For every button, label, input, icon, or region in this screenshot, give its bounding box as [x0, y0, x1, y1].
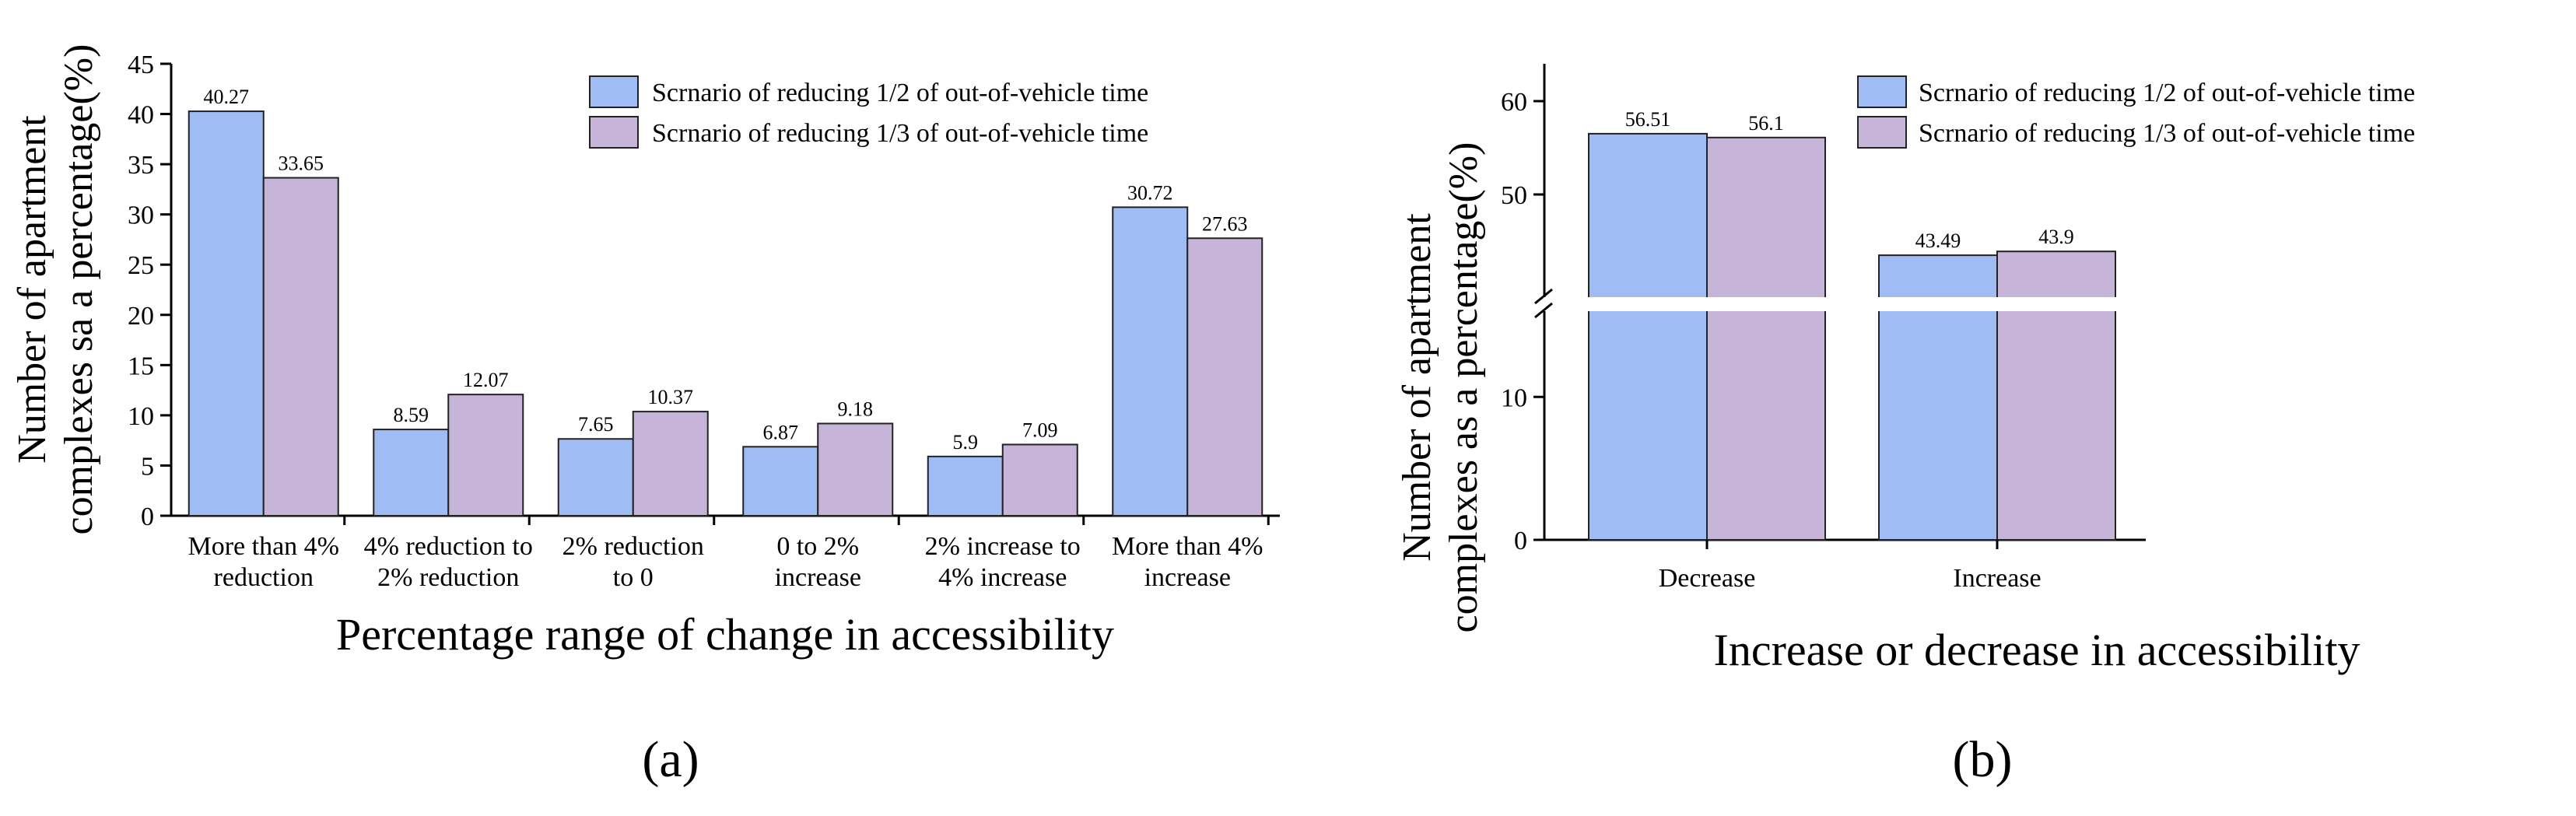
chart-a-bar-s1-c2 — [373, 429, 450, 517]
axis-break-marks — [1534, 288, 1553, 319]
chart-a-ytick-label: 5 — [141, 452, 154, 481]
chart-a-category-label: 4% increase — [938, 563, 1067, 592]
chart-a-bar-s2-c3 — [632, 411, 709, 517]
chart-b-ytick-label: 0 — [1514, 527, 1527, 555]
chart-a-category-label: increase — [1144, 563, 1231, 592]
chart-a-bar-s2-c5 — [1001, 443, 1078, 517]
chart-b-value-label: 56.1 — [1748, 112, 1784, 135]
chart-b-category-label: Increase — [1953, 564, 2041, 593]
chart-a-bar-s1-c6 — [1112, 206, 1189, 517]
chart-a-bar-s2-c4 — [817, 422, 894, 517]
chart-a-ytick-label: 35 — [128, 151, 154, 180]
chart-b-legend-label-2: Scrnario of reducing 1/3 of out-of-vehic… — [1919, 119, 2415, 148]
chart-a-value-label: 9.18 — [838, 397, 874, 420]
chart-a-category-label: 0 to 2% — [776, 532, 859, 561]
chart-b-legend: Scrnario of reducing 1/2 of out-of-vehic… — [1857, 75, 2415, 149]
chart-a-legend-swatch-1 — [589, 75, 639, 108]
chart-a-category-label: More than 4% — [188, 532, 339, 561]
chart-a-value-label: 10.37 — [648, 386, 694, 408]
chart-a-ytick-label: 45 — [128, 51, 154, 79]
panel-label-b: (b) — [1953, 731, 2013, 788]
chart-a-category-label: 2% reduction — [563, 532, 704, 561]
chart-a-ytick-label: 30 — [128, 201, 154, 230]
chart-b-value-label: 43.9 — [2038, 226, 2074, 248]
chart-a-category-label: reduction — [214, 563, 314, 592]
chart-b-legend-swatch-1 — [1857, 75, 1907, 108]
chart-a-bar-s2-c1 — [262, 177, 339, 517]
chart-a-legend-label-2: Scrnario of reducing 1/3 of out-of-vehic… — [652, 119, 1148, 148]
chart-a-bar-s1-c3 — [557, 438, 634, 517]
chart-b-y-title-line1: Number of apartment — [1395, 213, 1439, 562]
chart-a-value-label: 5.9 — [953, 431, 979, 454]
chart-a-category-label: increase — [775, 563, 861, 592]
chart-b-ytick-label: 50 — [1501, 181, 1527, 210]
chart-a-category-label: 4% reduction to — [364, 532, 533, 561]
chart-a-legend: Scrnario of reducing 1/2 of out-of-vehic… — [589, 75, 1148, 149]
chart-a-value-label: 6.87 — [763, 421, 799, 443]
chart-a-value-label: 7.09 — [1022, 419, 1058, 441]
chart-a-x-title: Percentage range of change in accessibil… — [336, 609, 1114, 660]
chart-b-bar-s1-c1 — [1588, 132, 1708, 541]
chart-a-ytick-label: 10 — [128, 402, 154, 431]
chart-a-bar-s2-c6 — [1186, 237, 1263, 517]
chart-b-y-title-line2: complexes as a percentage(%) — [1442, 142, 1486, 633]
chart-a-bar-s2-c2 — [447, 394, 524, 517]
chart-a-ytick-label: 20 — [128, 302, 154, 331]
chart-a: 0 5 10 15 20 25 30 35 40 45 40.27 33.65 8.59 12.07 7.… — [10, 44, 1280, 788]
panel-label-a: (a) — [642, 731, 699, 788]
chart-b-bar-s2-c2 — [1996, 250, 2116, 541]
chart-a-bar-s1-c4 — [742, 446, 819, 517]
chart-a-category-label: More than 4% — [1112, 532, 1263, 561]
chart-a-y-title-line2: complexes sa a percentage(%) — [57, 44, 101, 535]
chart-a-value-label: 33.65 — [279, 152, 324, 175]
chart-a-category-label: 2% increase to — [925, 532, 1081, 561]
chart-a-value-label: 40.27 — [204, 86, 250, 108]
chart-a-y-title-line1: Number of apartment — [10, 115, 54, 464]
chart-a-category-label: to 0 — [613, 563, 654, 592]
chart-b-legend-swatch-2 — [1857, 116, 1907, 149]
axis-break-gap — [1545, 297, 2152, 311]
chart-a-bar-s1-c1 — [188, 110, 265, 517]
chart-a-legend-label-1: Scrnario of reducing 1/2 of out-of-vehic… — [652, 79, 1148, 107]
chart-a-value-label: 30.72 — [1127, 181, 1173, 204]
chart-a-value-label: 7.65 — [578, 413, 614, 436]
chart-b-ytick-label: 10 — [1501, 383, 1527, 412]
chart-a-ytick-label: 15 — [128, 352, 154, 380]
chart-b-x-title: Increase or decrease in accessibility — [1714, 625, 2360, 675]
chart-b-value-label: 43.49 — [1915, 229, 1961, 252]
chart-b-legend-label-1: Scrnario of reducing 1/2 of out-of-vehic… — [1919, 79, 2415, 107]
chart-a-category-label: 2% reduction — [377, 563, 519, 592]
chart-b-ytick-label: 60 — [1501, 88, 1527, 117]
chart-a-bar-s1-c5 — [927, 455, 1004, 517]
chart-a-ytick-label: 25 — [128, 251, 154, 280]
chart-a-ytick-label: 40 — [128, 101, 154, 130]
chart-a-value-label: 12.07 — [463, 369, 509, 391]
chart-a-legend-swatch-2 — [589, 116, 639, 149]
chart-b-value-label: 56.51 — [1625, 108, 1671, 131]
chart-a-value-label: 27.63 — [1202, 212, 1248, 235]
chart-b: 0 10 50 60 56.51 56.1 43.49 43.9 Decrease Incre… — [1395, 64, 2415, 788]
chart-a-ytick-label: 0 — [141, 503, 154, 531]
chart-b-category-label: Decrease — [1659, 564, 1756, 593]
chart-b-bar-s2-c1 — [1706, 136, 1826, 541]
chart-a-value-label: 8.59 — [394, 404, 429, 426]
